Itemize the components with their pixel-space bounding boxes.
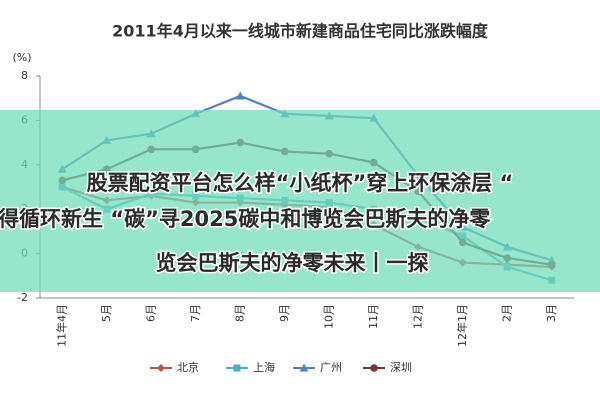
legend-marker [233, 364, 241, 372]
y-tick-label: 8 [21, 69, 28, 82]
chart-title: 2011年4月以来一线城市新建商品住宅同比涨跌幅度 [112, 22, 489, 41]
overlay-banner [0, 110, 600, 292]
y-tick-label: -2 [17, 291, 28, 304]
overlay-text: 股票配资平台怎么样“小纸杯”穿上环保涂层 “ [87, 171, 514, 195]
legend-label: 深圳 [390, 361, 412, 374]
x-tick-label: 2月 [500, 304, 513, 322]
x-tick-label: 8月 [233, 304, 246, 322]
legend-label: 上海 [253, 360, 275, 374]
x-tick-label: 7月 [189, 304, 202, 322]
x-tick-label: 10月 [322, 304, 335, 329]
y-axis-label: (%) [12, 51, 31, 64]
x-tick-label: 12月 [411, 304, 424, 329]
legend-label: 广州 [320, 361, 342, 374]
overlay-text: 得循环新生 “碳”寻2025碳中和博览会巴斯夫的净零 [0, 207, 491, 231]
x-tick-label: 3月 [545, 304, 558, 322]
legend-label: 北京 [177, 360, 199, 374]
legend-marker [299, 363, 309, 372]
x-tick-label: 9月 [278, 304, 291, 322]
legend-marker [370, 364, 378, 372]
x-tick-label: 11月 [367, 304, 380, 329]
x-tick-label: 12年1月 [455, 304, 469, 347]
x-tick-label: 11年4月 [54, 304, 68, 347]
legend-marker [157, 364, 165, 372]
data-point [235, 91, 245, 100]
overlay-text: 览会巴斯夫的净零未来丨一探 [156, 251, 429, 275]
x-tick-label: 5月 [100, 304, 113, 322]
x-tick-label: 6月 [144, 304, 157, 322]
